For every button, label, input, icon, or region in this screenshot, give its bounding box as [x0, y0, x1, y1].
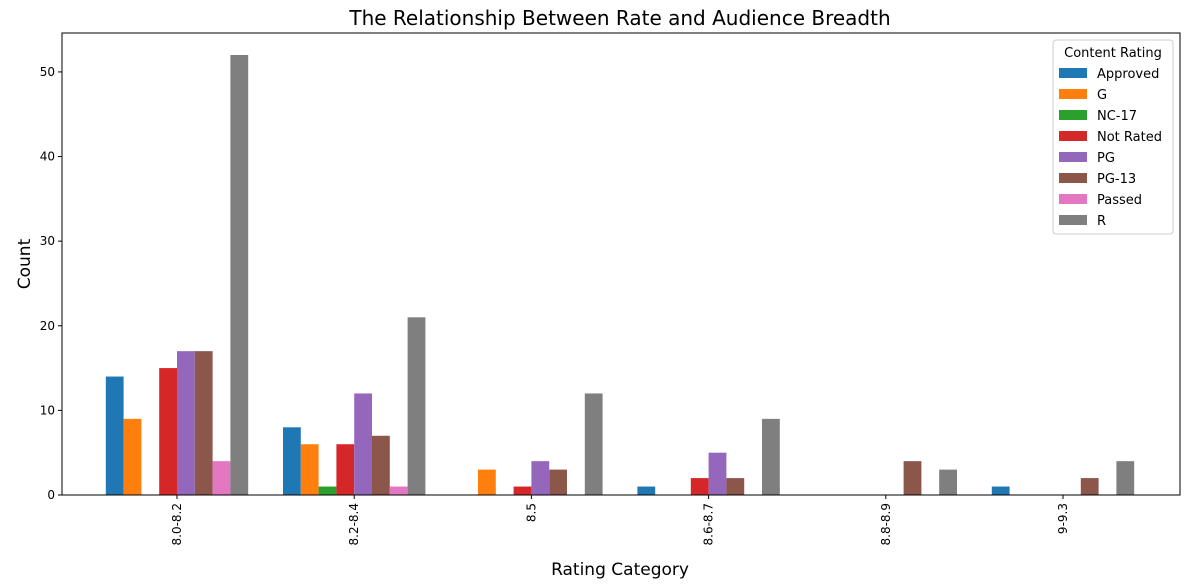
legend: Content Rating Approved G NC-17 Not Rated PG P… [1052, 39, 1174, 235]
legend-label-passed: Passed [1097, 193, 1142, 208]
bar-r-9-9.3 [1116, 461, 1135, 495]
bar-not-rated-8.2-8.4 [336, 444, 355, 495]
bar-not-rated-8.6-8.7 [690, 478, 709, 495]
bar-approved-9-9.3 [991, 486, 1010, 495]
legend-swatch-not-rated [1059, 131, 1087, 141]
legend-label-not-rated: Not Rated [1097, 130, 1162, 145]
bar-pg-13-9-9.3 [1080, 478, 1099, 495]
bar-g-8.5 [478, 469, 496, 495]
y-tick-label: 20 [40, 319, 55, 333]
legend-label-pg: PG [1097, 151, 1115, 166]
legend-swatch-pg [1059, 152, 1087, 162]
y-tick-label: 30 [40, 234, 55, 248]
bar-not-rated-8.0-8.2 [159, 368, 177, 495]
bar-r-8.8-8.9 [939, 469, 957, 495]
bar-pg-13-8.0-8.2 [194, 351, 213, 495]
bar-approved-8.0-8.2 [105, 376, 124, 495]
plot-frame [61, 32, 1181, 496]
y-axis-label: Count [15, 238, 35, 289]
bar-approved-8.6-8.7 [637, 486, 656, 495]
bar-pg-8.5 [531, 461, 550, 495]
legend-swatch-nc-17 [1059, 110, 1087, 120]
legend-swatch-r [1059, 215, 1087, 225]
legend-label-pg-13: PG-13 [1097, 172, 1136, 187]
bars-group [105, 55, 1135, 495]
bar-r-8.6-8.7 [762, 418, 780, 495]
bar-not-rated-8.5 [513, 486, 532, 495]
bar-pg-8.0-8.2 [177, 351, 195, 495]
bar-pg-13-8.2-8.4 [372, 435, 390, 495]
y-tick-label: 40 [40, 150, 55, 164]
x-tick-label: 9-9.3 [1056, 503, 1070, 534]
legend-label-g: G [1097, 88, 1107, 103]
bar-nc-17-8.2-8.4 [318, 486, 337, 495]
legend-label-nc-17: NC-17 [1097, 109, 1137, 124]
chart-title: The Relationship Between Rate and Audien… [348, 6, 890, 30]
x-tick-label: 8.2-8.4 [347, 503, 361, 546]
bar-g-8.2-8.4 [300, 444, 319, 495]
axes-group: 0 10 20 30 40 50 8.0-8.2 8.2-8.4 8.5 8.6-8.7 8.8-8… [40, 32, 1181, 546]
bar-g-8.0-8.2 [123, 418, 142, 495]
bar-r-8.0-8.2 [230, 55, 249, 495]
x-tick-label: 8.5 [524, 503, 538, 522]
bar-passed-8.2-8.4 [389, 486, 408, 495]
bar-passed-8.0-8.2 [212, 461, 231, 495]
legend-box [1052, 39, 1174, 235]
y-tick-label: 50 [40, 65, 55, 79]
bar-pg-13-8.6-8.7 [726, 478, 745, 495]
bar-pg-8.2-8.4 [354, 393, 372, 495]
legend-swatch-pg-13 [1059, 173, 1087, 183]
x-tick-label: 8.6-8.7 [702, 503, 716, 546]
y-tick-label: 0 [47, 488, 55, 502]
x-tick-label: 8.8-8.9 [879, 503, 893, 546]
bar-r-8.2-8.4 [407, 317, 426, 495]
bar-pg-8.6-8.7 [708, 452, 727, 495]
legend-label-approved: Approved [1097, 67, 1159, 82]
x-axis-label: Rating Category [551, 560, 689, 580]
bar-pg-13-8.8-8.9 [903, 461, 922, 495]
y-tick-label: 10 [40, 403, 55, 417]
bar-approved-8.2-8.4 [283, 427, 301, 495]
legend-swatch-g [1059, 89, 1087, 99]
x-tick-label: 8.0-8.2 [170, 503, 184, 546]
bar-r-8.5 [584, 393, 603, 495]
legend-label-r: R [1097, 214, 1106, 229]
legend-swatch-approved [1059, 68, 1087, 78]
legend-swatch-passed [1059, 194, 1087, 204]
bar-pg-13-8.5 [549, 469, 567, 495]
legend-title: Content Rating [1064, 46, 1162, 61]
